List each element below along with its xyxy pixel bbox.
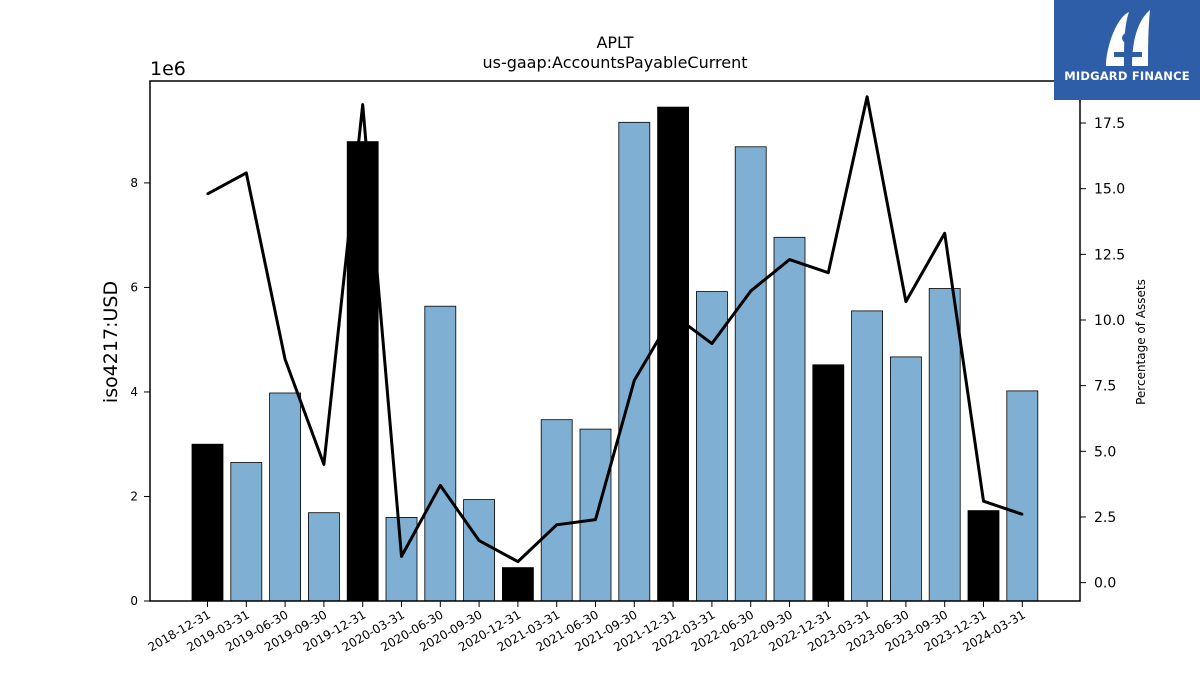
- bar-2019-09-30: [307, 512, 340, 602]
- y2-tick-label: 15.0: [1094, 182, 1125, 198]
- line-point-2023-03-31: [865, 95, 869, 99]
- line-point-2021-03-31: [555, 523, 558, 526]
- bar-2022-12-31: [812, 364, 845, 602]
- line-point-2022-09-30: [788, 258, 791, 261]
- line-point-2022-12-31: [827, 271, 830, 274]
- y2-tick-label: 2.5: [1094, 510, 1116, 526]
- y-multiplier-label: 1e6: [150, 58, 186, 80]
- y2-tick-label: 17.5: [1094, 116, 1125, 132]
- line-point-2019-12-31: [361, 103, 364, 106]
- bar-2021-03-31: [540, 419, 573, 602]
- line-point-2019-06-30: [283, 358, 287, 361]
- bar-2023-09-30: [928, 288, 961, 602]
- bar-2018-12-31: [191, 443, 224, 602]
- y-tick-label: 8: [130, 176, 138, 190]
- line-point-2024-03-31: [1021, 513, 1024, 516]
- line-point-2023-12-31: [982, 500, 985, 503]
- line-point-2019-03-31: [245, 171, 248, 175]
- line-point-2022-03-31: [710, 342, 714, 345]
- bar-2019-06-30: [269, 392, 302, 602]
- bar-2023-12-31: [967, 510, 1000, 602]
- bar-2020-03-31: [385, 517, 418, 602]
- percentage-of-assets-line: [206, 95, 1023, 564]
- bar-2023-03-31: [851, 310, 883, 602]
- y-tick-label: 4: [130, 385, 138, 399]
- y-axis-label: iso4217:USD: [100, 281, 122, 403]
- bar-2022-06-30: [734, 146, 767, 602]
- line-point-2019-09-30: [322, 463, 326, 466]
- bar-2020-06-30: [424, 305, 457, 602]
- line-point-2023-06-30: [904, 300, 908, 303]
- logo-text: MIDGARD FINANCE: [1064, 69, 1190, 83]
- plot-frame: [149, 80, 1081, 602]
- y2-tick-label: 5.0: [1094, 444, 1116, 460]
- line-point-2020-06-30: [439, 484, 442, 487]
- bar-2021-12-31: [657, 106, 689, 602]
- line-point-2018-12-31: [206, 192, 209, 196]
- midgard-logo: MIDGARD FINANCE: [1054, 0, 1200, 100]
- bar-2022-09-30: [773, 236, 806, 602]
- line-point-2020-09-30: [477, 539, 481, 542]
- y2-tick-label: 10.0: [1094, 313, 1125, 329]
- y2-tick-label: 0.0: [1094, 576, 1116, 592]
- bar-2020-09-30: [463, 499, 496, 602]
- bar-2019-03-31: [230, 462, 263, 602]
- bar-2023-06-30: [890, 356, 922, 602]
- line-point-2021-06-30: [594, 518, 597, 521]
- line-point-2022-06-30: [749, 289, 752, 293]
- y2-tick-label: 7.5: [1094, 379, 1116, 395]
- y2-tick-label: 12.5: [1094, 247, 1125, 263]
- y-tick-label: 2: [130, 489, 138, 503]
- line-point-2021-09-30: [633, 379, 636, 382]
- y-tick-label: 0: [130, 594, 138, 608]
- chart-title: APLT: [596, 33, 633, 52]
- line-point-2021-12-31: [671, 313, 675, 316]
- bar-2022-03-31: [696, 291, 728, 602]
- y2-axis-label: Percentage of Assets: [1134, 279, 1148, 405]
- line-point-2020-12-31: [516, 560, 520, 563]
- y-tick-label: 6: [130, 280, 138, 294]
- bar-2020-12-31: [501, 567, 534, 602]
- bar-2024-03-31: [1006, 390, 1039, 602]
- line-point-2023-09-30: [943, 232, 946, 235]
- line-point-2020-03-31: [400, 555, 403, 558]
- chart-subtitle: us-gaap:AccountsPayableCurrent: [482, 53, 747, 72]
- midgard-logo-icon: [1106, 10, 1150, 66]
